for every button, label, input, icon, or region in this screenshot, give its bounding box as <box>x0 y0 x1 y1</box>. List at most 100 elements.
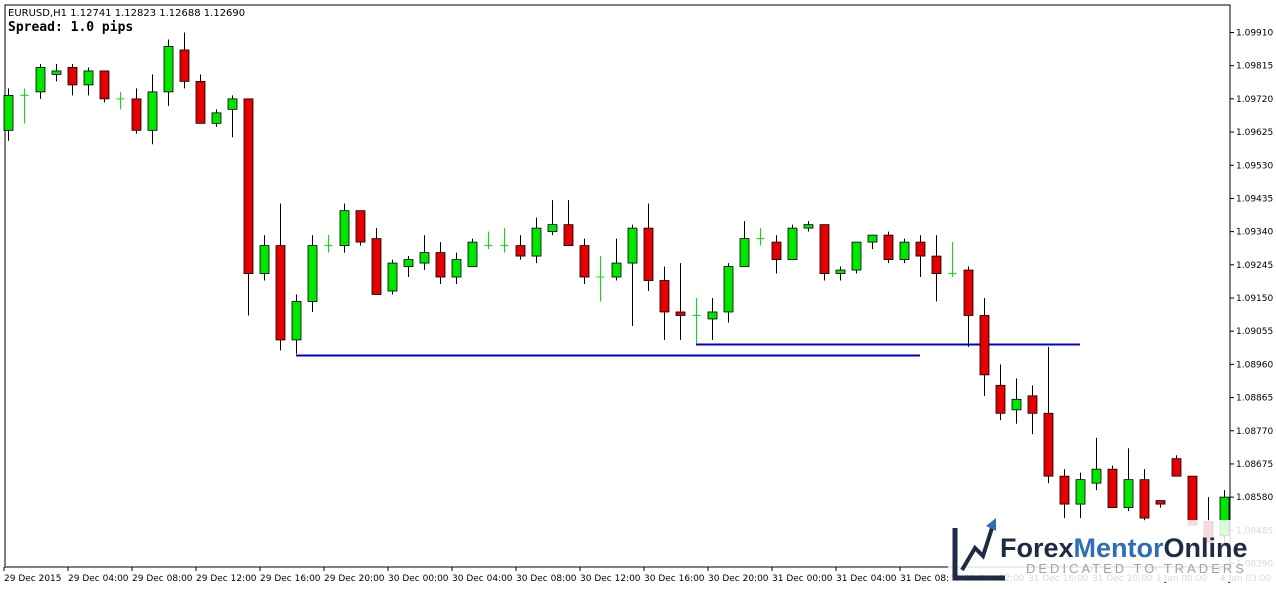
candle <box>931 235 942 302</box>
candle <box>451 252 462 285</box>
candle-body <box>259 245 270 274</box>
candle <box>771 235 782 274</box>
candle <box>819 224 830 281</box>
x-tick-label: 31 Dec 00:00 <box>772 574 833 584</box>
y-tick-label: 1.08675 <box>1236 460 1273 470</box>
candle-body <box>227 98 238 110</box>
candle-body <box>835 269 846 274</box>
candle-body <box>723 266 734 313</box>
watermark-brand: ForexMentorOnline <box>1000 533 1248 563</box>
candle-body <box>147 91 158 131</box>
candle-body <box>99 70 110 100</box>
candle <box>1139 469 1150 522</box>
x-tick-label: 31 Dec 04:00 <box>836 574 897 584</box>
y-tick-label: 1.09150 <box>1236 294 1273 304</box>
candle <box>83 67 94 96</box>
candle-body <box>291 301 302 341</box>
y-tick-label: 1.09720 <box>1236 95 1273 105</box>
candle <box>116 91 125 110</box>
candle <box>1123 448 1134 512</box>
candle-body <box>803 224 814 229</box>
candle <box>787 224 798 260</box>
candle <box>67 63 78 96</box>
candle-body <box>979 315 990 376</box>
candle <box>259 235 270 281</box>
y-tick-label: 1.09340 <box>1236 228 1273 238</box>
candle-body <box>579 245 590 278</box>
candle <box>163 39 174 106</box>
candle <box>99 70 110 103</box>
candle <box>131 88 142 134</box>
candle-body <box>1091 468 1102 484</box>
candle-body <box>1027 395 1038 414</box>
candle-body <box>563 224 574 246</box>
candle <box>979 298 990 396</box>
brand-part-a: Forex <box>1000 533 1074 563</box>
candle-body <box>867 234 878 243</box>
x-tick-label: 30 Dec 12:00 <box>580 574 641 584</box>
candle <box>995 364 1006 421</box>
candle <box>851 241 862 274</box>
x-tick-label: 30 Dec 20:00 <box>708 574 769 584</box>
candle <box>3 88 14 141</box>
candle-body <box>995 384 1006 414</box>
candle-body <box>771 241 782 260</box>
candle <box>179 32 190 89</box>
symbol-header: EURUSD,H1 1.12741 1.12823 1.12688 1.1269… <box>8 8 245 19</box>
candle <box>484 231 493 250</box>
candle-body <box>403 259 414 267</box>
candle <box>1027 385 1038 435</box>
candle <box>659 266 670 340</box>
candle-body <box>515 245 526 257</box>
y-tick-label: 1.09910 <box>1236 29 1273 39</box>
candle <box>403 256 414 278</box>
y-tick-label: 1.09055 <box>1236 327 1273 337</box>
candle-body <box>243 98 254 274</box>
candle <box>51 63 62 82</box>
candle-body <box>195 81 206 124</box>
x-tick-label: 29 Dec 2015 <box>4 574 62 584</box>
candle-body <box>547 224 558 233</box>
y-tick-label: 1.08580 <box>1236 493 1273 503</box>
candle <box>1171 455 1182 477</box>
y-tick-label: 1.08960 <box>1236 360 1273 370</box>
candle <box>867 234 878 250</box>
logo-axes <box>952 528 1005 581</box>
candle-body <box>1107 468 1118 509</box>
candle-body <box>451 259 462 278</box>
candle-body <box>899 241 910 260</box>
candle <box>1155 500 1166 508</box>
x-tick-label: 31 Dec 08:00 <box>900 574 961 584</box>
rising-arrow-logo-icon <box>948 518 1276 582</box>
candle <box>915 235 926 278</box>
candle-body <box>35 67 46 93</box>
candle-body <box>67 67 78 86</box>
candle <box>579 238 590 285</box>
candle <box>1091 437 1102 491</box>
candle-body <box>179 49 190 82</box>
x-tick-label: 30 Dec 16:00 <box>644 574 705 584</box>
candle <box>835 266 846 281</box>
candle-body <box>275 245 286 341</box>
y-tick-label: 1.09435 <box>1236 194 1273 204</box>
candle <box>739 221 750 267</box>
logo-trend <box>960 527 994 572</box>
candle <box>467 238 478 267</box>
candle <box>20 88 29 124</box>
candle-body <box>1171 458 1182 477</box>
y-tick-label: 1.09625 <box>1236 128 1273 138</box>
candle <box>1011 378 1022 424</box>
candle-body <box>675 311 686 316</box>
candle-body <box>1139 479 1150 519</box>
logo-arrowhead <box>986 518 996 531</box>
x-tick-label: 30 Dec 08:00 <box>516 574 577 584</box>
candle-body <box>435 252 446 278</box>
candle-body <box>1075 479 1086 505</box>
candle <box>147 74 158 145</box>
candle <box>563 200 574 246</box>
watermark-backdrop <box>948 520 1276 582</box>
candle <box>1075 472 1086 519</box>
candle <box>547 200 558 236</box>
